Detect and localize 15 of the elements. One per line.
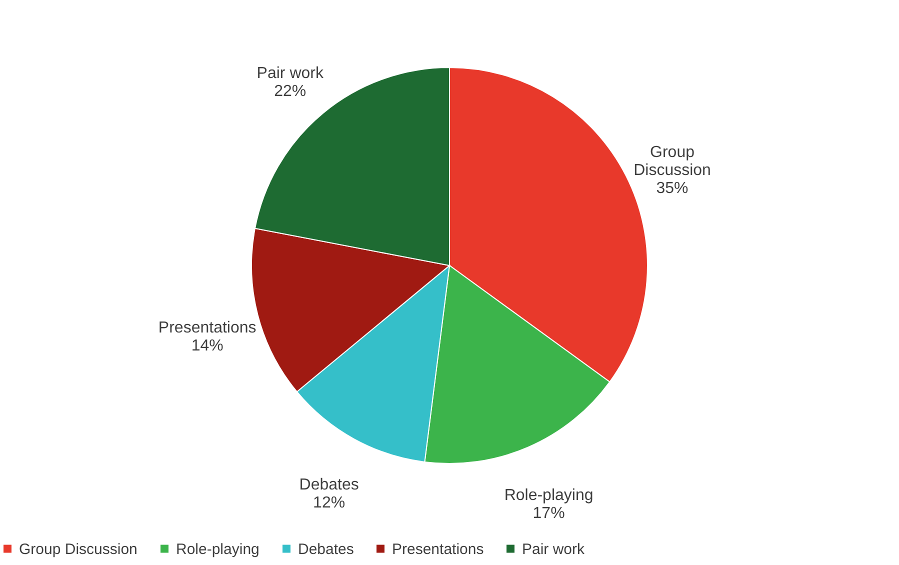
legend-label: Role-playing [176,540,260,558]
legend-label: Debates [298,540,354,558]
data-label: 17% [532,504,565,522]
slice-label: Pair work [256,64,324,82]
data-label: 14% [191,338,224,355]
legend-label: Presentations [392,540,484,558]
slice-label: Group Discussion [634,144,711,179]
slice-label: Debates [299,476,359,494]
legend-label: Group Discussion [19,540,138,558]
slice-label: Role-playing [504,486,594,504]
data-label: 12% [313,494,346,512]
data-label: 35% [656,180,688,197]
slice-label: Presentations [158,320,256,337]
legend-label: Pair work [522,540,586,558]
data-label: 22% [274,82,306,100]
